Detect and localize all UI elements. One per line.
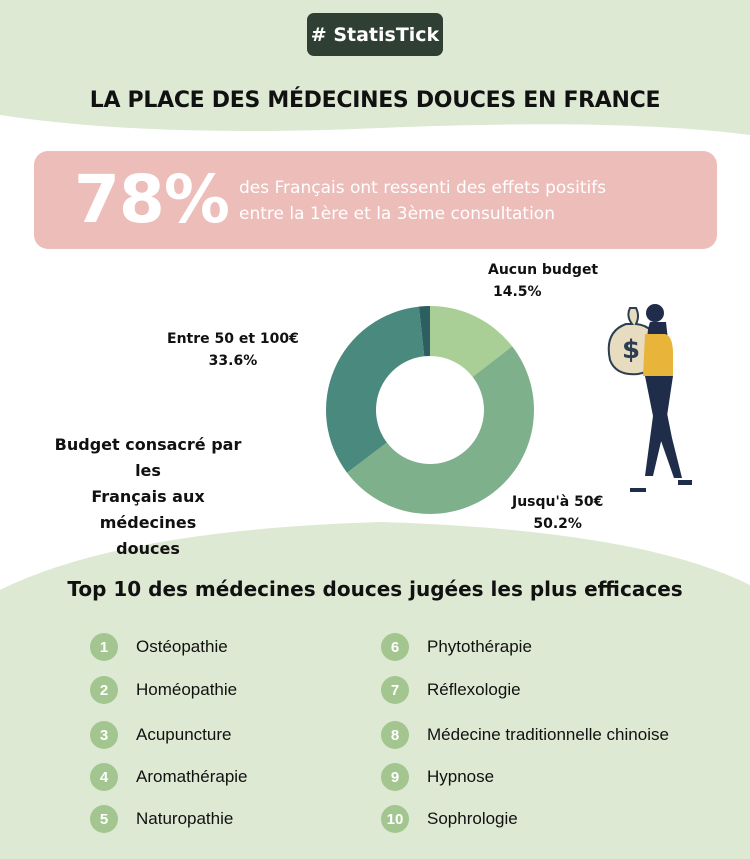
slice-label: Entre 50 et 100€ [167,331,299,347]
highlight-line-2: entre la 1ère et la 3ème consultation [239,204,555,224]
chart-title-line: Français aux médecines [91,487,205,532]
list-item: 6 Phytothérapie [381,633,532,661]
list-item: 1 Ostéopathie [90,633,228,661]
item-label: Sophrologie [427,809,518,828]
statistick-tag: # StatisTick [307,13,443,56]
page-title: LA PLACE DES MÉDECINES DOUCES EN FRANCE [89,88,661,113]
top-background [0,0,750,135]
list-item: 4 Aromathérapie [90,763,248,791]
item-label: Médecine traditionnelle chinoise [427,725,669,744]
item-label: Phytothérapie [427,637,532,656]
list-item: 5 Naturopathie [90,805,233,833]
rank-badge: 9 [381,763,409,791]
chart-title-line: douces [116,539,180,558]
item-label: Ostéopathie [136,637,228,656]
rank-badge: 3 [90,721,118,749]
item-label: Naturopathie [136,809,234,828]
svg-text:$: $ [622,335,640,365]
label-jusqua-50: Jusqu'à 50€ 50.2% [512,491,603,535]
item-label: Réflexologie [427,680,521,699]
list-item: 9 Hypnose [381,763,494,791]
bottom-background [0,522,750,859]
rank-badge: 10 [381,805,409,833]
label-aucun-budget: Aucun budget 14.5% [488,259,598,303]
rank-badge: 7 [381,676,409,704]
item-label: Homéopathie [136,680,238,699]
woman-with-money-bag-illustration: $ [607,304,692,492]
budget-donut-chart [326,306,534,514]
top10-title: Top 10 des médecines douces jugées les p… [67,577,683,601]
item-label: Aromathérapie [136,767,248,786]
rank-badge: 1 [90,633,118,661]
highlight-line-1: des Français ont ressenti des effets pos… [239,178,607,198]
slice-value: 14.5% [493,284,542,300]
list-item: 3 Acupuncture [90,721,231,749]
item-label: Hypnose [427,767,495,786]
highlight-box: 78% des Français ont ressenti des effets… [34,151,717,249]
slice-label: Jusqu'à 50€ [512,494,604,510]
donut-slice-3 [418,306,430,357]
rank-badge: 8 [381,721,409,749]
rank-badge: 6 [381,633,409,661]
donut-slice-1 [347,346,534,514]
chart-title: Budget consacré par les Français aux méd… [48,432,248,562]
highlight-text: des Français ont ressenti des effets pos… [239,175,606,227]
donut-slice-2 [326,306,425,473]
rank-badge: 2 [90,676,118,704]
list-item: 7 Réflexologie [381,676,521,704]
slice-value: 50.2% [533,516,582,532]
list-item: 2 Homéopathie [90,676,237,704]
slice-value: 33.6% [208,353,258,369]
item-label: Acupuncture [136,725,232,744]
rank-badge: 4 [90,763,118,791]
donut-slice-0 [430,306,513,377]
label-entre-50-100: Entre 50 et 100€ 33.6% [167,328,299,372]
slice-label: Aucun budget [488,262,599,278]
chart-title-line: Budget consacré par les [54,435,242,480]
rank-badge: 5 [90,805,118,833]
highlight-value: 78% [74,161,230,238]
list-item: 8 Médecine traditionnelle chinoise [381,721,669,749]
list-item: 10 Sophrologie [381,805,518,833]
